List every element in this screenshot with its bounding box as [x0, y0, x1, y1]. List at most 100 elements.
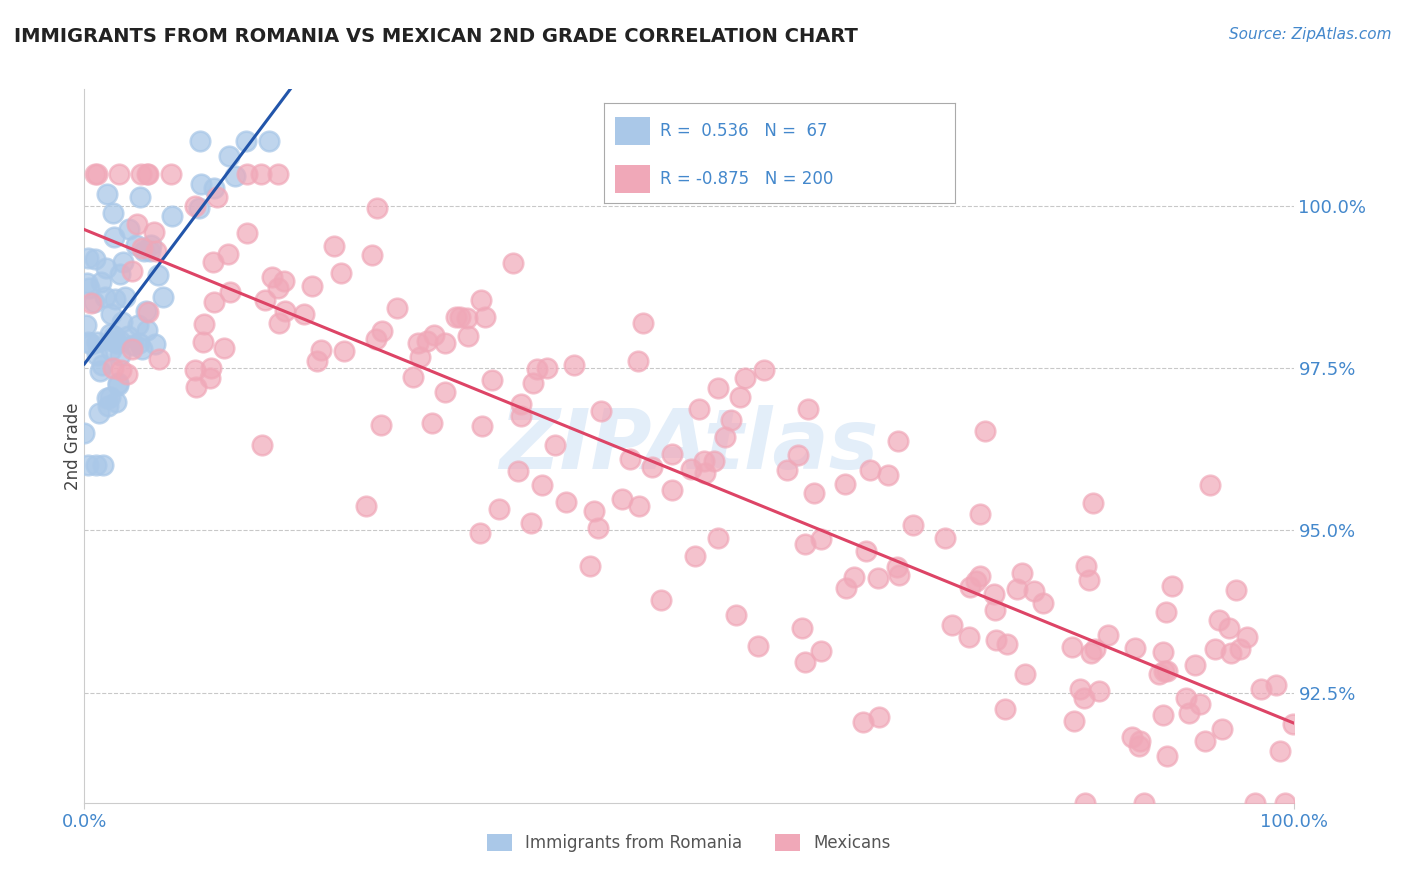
Point	[118, 222, 141, 236]
Point	[582, 504, 605, 518]
Point	[889, 568, 911, 582]
Point	[984, 632, 1007, 647]
Point	[510, 397, 533, 411]
Point	[586, 521, 609, 535]
Point	[792, 621, 814, 635]
Text: ZIPAtlas: ZIPAtlas	[499, 406, 879, 486]
Point	[253, 293, 276, 307]
Point	[292, 307, 315, 321]
Point	[257, 134, 280, 148]
Point	[190, 134, 212, 148]
Point	[842, 570, 865, 584]
Point	[941, 618, 963, 632]
Point	[1236, 630, 1258, 644]
Point	[107, 376, 129, 390]
Point	[474, 310, 496, 324]
Point	[995, 637, 1018, 651]
Point	[129, 190, 152, 204]
Point	[190, 177, 212, 191]
Point	[688, 402, 710, 417]
Point	[536, 361, 558, 376]
Point	[262, 269, 284, 284]
Point	[91, 458, 114, 473]
Point	[84, 458, 107, 473]
Point	[135, 304, 157, 318]
Point	[159, 167, 181, 181]
Point	[446, 310, 468, 324]
Point	[589, 404, 612, 418]
Point	[868, 571, 890, 585]
Point	[1011, 566, 1033, 581]
Point	[273, 274, 295, 288]
Point	[301, 278, 323, 293]
Point	[89, 406, 111, 420]
Point	[1077, 573, 1099, 587]
Point	[110, 363, 132, 377]
Point	[1156, 748, 1178, 763]
Point	[457, 329, 479, 343]
Point	[725, 608, 748, 623]
Point	[1069, 682, 1091, 697]
Point	[1188, 697, 1211, 711]
Point	[1080, 646, 1102, 660]
Point	[125, 217, 148, 231]
Text: IMMIGRANTS FROM ROMANIA VS MEXICAN 2ND GRADE CORRELATION CHART: IMMIGRANTS FROM ROMANIA VS MEXICAN 2ND G…	[14, 27, 858, 45]
Point	[76, 277, 98, 291]
Point	[793, 655, 815, 669]
Point	[868, 710, 890, 724]
Point	[468, 526, 491, 541]
Point	[1218, 621, 1240, 635]
Point	[994, 702, 1017, 716]
Point	[470, 293, 492, 307]
Point	[859, 463, 882, 477]
Point	[354, 499, 377, 513]
Point	[201, 255, 224, 269]
Point	[184, 363, 207, 377]
Point	[408, 336, 430, 351]
Point	[579, 559, 602, 574]
Point	[886, 560, 908, 574]
Point	[1123, 640, 1146, 655]
Point	[1063, 714, 1085, 728]
Point	[661, 483, 683, 498]
Point	[145, 244, 167, 259]
Point	[96, 399, 118, 413]
Point	[84, 167, 107, 181]
Point	[661, 447, 683, 461]
Point	[794, 537, 817, 551]
Point	[526, 362, 548, 376]
Point	[1204, 641, 1226, 656]
Point	[219, 285, 242, 299]
Point	[125, 237, 148, 252]
Point	[122, 337, 145, 351]
Point	[162, 209, 184, 223]
Point	[1073, 796, 1095, 810]
Point	[131, 342, 153, 356]
Point	[96, 391, 118, 405]
Point	[91, 358, 114, 372]
Point	[187, 202, 209, 216]
Point	[734, 371, 756, 385]
Point	[1199, 478, 1222, 492]
Point	[117, 329, 139, 343]
Point	[107, 377, 129, 392]
Point	[730, 390, 752, 404]
Point	[1022, 584, 1045, 599]
Point	[217, 247, 239, 261]
Point	[965, 574, 987, 588]
Point	[236, 226, 259, 240]
Point	[834, 581, 856, 595]
Text: Source: ZipAtlas.com: Source: ZipAtlas.com	[1229, 27, 1392, 42]
Point	[1268, 744, 1291, 758]
Point	[1073, 690, 1095, 705]
Point	[148, 352, 170, 367]
Point	[619, 452, 641, 467]
Point	[198, 371, 221, 385]
Point	[775, 463, 797, 477]
Point	[235, 134, 257, 148]
Point	[506, 464, 529, 478]
Point	[1087, 683, 1109, 698]
Point	[612, 492, 634, 507]
Point	[627, 500, 650, 514]
Point	[416, 334, 439, 349]
